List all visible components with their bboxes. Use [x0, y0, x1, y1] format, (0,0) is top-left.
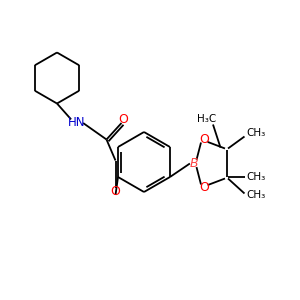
Text: CH₃: CH₃: [246, 172, 265, 182]
Text: O: O: [111, 184, 120, 198]
Text: CH₃: CH₃: [246, 128, 265, 139]
Text: O: O: [118, 112, 128, 126]
Text: O: O: [199, 133, 209, 146]
Text: B: B: [189, 157, 198, 170]
Text: H₃C: H₃C: [197, 113, 217, 124]
Text: HN: HN: [68, 116, 85, 130]
Text: CH₃: CH₃: [246, 190, 265, 200]
Text: O: O: [199, 181, 209, 194]
